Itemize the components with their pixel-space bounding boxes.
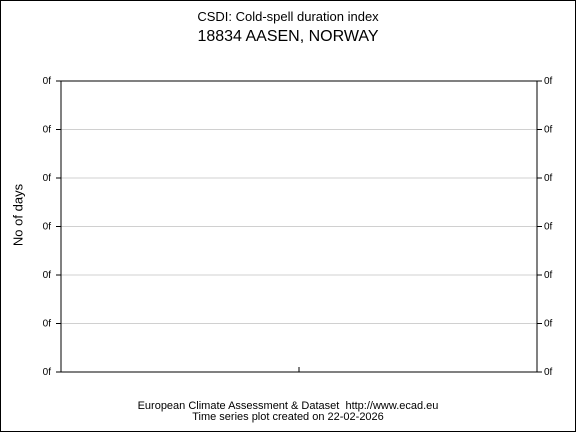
chart-title: CSDI: Cold-spell duration index: [197, 9, 379, 24]
y-tick-label-left: 0f: [43, 125, 52, 136]
y-tick-label-left: 0f: [43, 367, 52, 378]
y-tick-label-right: 0f: [544, 367, 553, 378]
y-tick-label-left: 0f: [43, 173, 52, 184]
y-tick-label-right: 0f: [544, 270, 553, 281]
y-tick-label-left: 0f: [43, 270, 52, 281]
y-tick-label-right: 0f: [544, 319, 553, 330]
y-tick-label-right: 0f: [544, 173, 553, 184]
y-tick-label-right: 0f: [544, 222, 553, 233]
y-tick-label-right: 0f: [544, 76, 553, 87]
y-tick-label-right: 0f: [544, 125, 553, 136]
footer-source: European Climate Assessment & Dataset ht…: [137, 400, 439, 412]
chart-subtitle: 18834 AASEN, NORWAY: [197, 28, 379, 45]
footer-created: Time series plot created on 22-02-2026: [192, 411, 384, 423]
y-tick-label-left: 0f: [43, 222, 52, 233]
y-tick-label-left: 0f: [43, 76, 52, 87]
y-tick-label-left: 0f: [43, 319, 52, 330]
